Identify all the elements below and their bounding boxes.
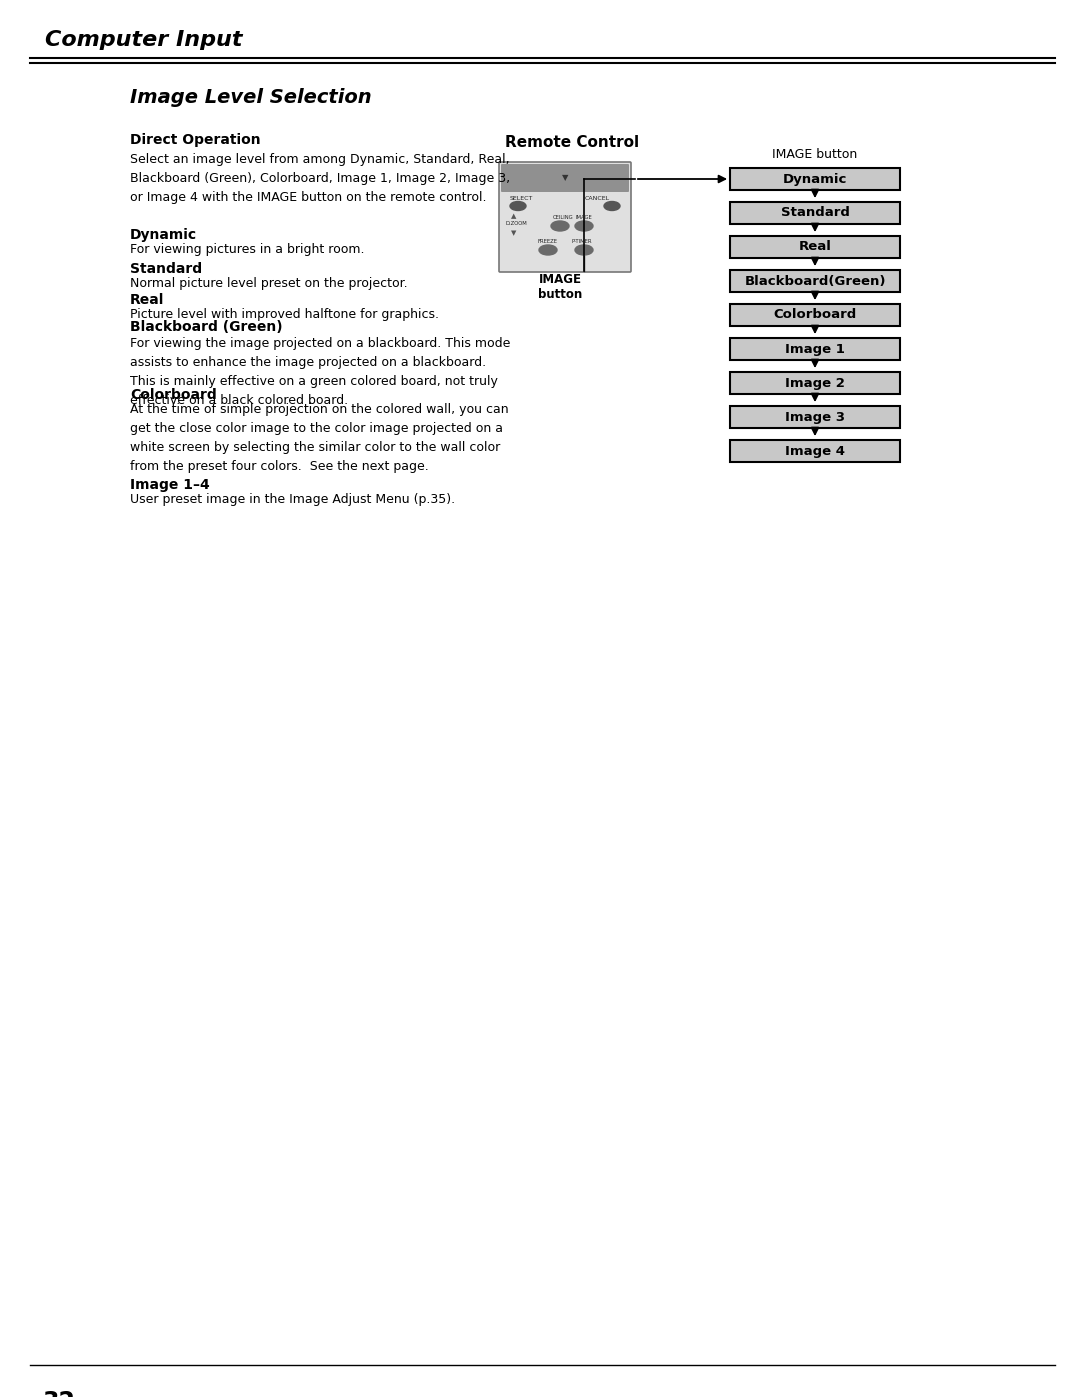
Text: P-TIMER: P-TIMER <box>571 239 592 244</box>
Text: IMAGE: IMAGE <box>576 215 593 219</box>
Ellipse shape <box>575 244 593 256</box>
FancyBboxPatch shape <box>730 338 900 360</box>
Text: Blackboard (Green): Blackboard (Green) <box>130 320 283 334</box>
Text: 32: 32 <box>42 1390 75 1397</box>
FancyBboxPatch shape <box>730 305 900 326</box>
Text: Picture level with improved halftone for graphics.: Picture level with improved halftone for… <box>130 307 438 321</box>
Text: Standard: Standard <box>130 263 202 277</box>
Ellipse shape <box>575 221 593 231</box>
FancyBboxPatch shape <box>730 270 900 292</box>
Text: Dynamic: Dynamic <box>130 228 198 242</box>
Text: Image 3: Image 3 <box>785 411 845 423</box>
Text: Real: Real <box>130 293 164 307</box>
Text: Remote Control: Remote Control <box>505 136 639 149</box>
FancyBboxPatch shape <box>499 162 631 272</box>
FancyBboxPatch shape <box>501 163 629 191</box>
Text: Select an image level from among Dynamic, Standard, Real,
Blackboard (Green), Co: Select an image level from among Dynamic… <box>130 154 510 204</box>
Text: IMAGE
button: IMAGE button <box>538 272 582 300</box>
Text: Direct Operation: Direct Operation <box>130 133 260 147</box>
Text: D.ZOOM: D.ZOOM <box>505 221 527 226</box>
Text: Blackboard(Green): Blackboard(Green) <box>744 274 886 288</box>
Text: Dynamic: Dynamic <box>783 172 847 186</box>
FancyBboxPatch shape <box>730 236 900 258</box>
Text: SELECT: SELECT <box>510 196 534 201</box>
Ellipse shape <box>539 244 557 256</box>
Text: Colorboard: Colorboard <box>130 388 217 402</box>
FancyBboxPatch shape <box>730 203 900 224</box>
Text: For viewing the image projected on a blackboard. This mode
assists to enhance th: For viewing the image projected on a bla… <box>130 337 511 407</box>
Text: At the time of simple projection on the colored wall, you can
get the close colo: At the time of simple projection on the … <box>130 402 509 474</box>
Text: CEILING: CEILING <box>553 215 573 219</box>
Text: Colorboard: Colorboard <box>773 309 856 321</box>
Text: Real: Real <box>798 240 832 253</box>
Text: ▼: ▼ <box>562 173 568 183</box>
Text: ▲: ▲ <box>511 212 516 219</box>
Text: Normal picture level preset on the projector.: Normal picture level preset on the proje… <box>130 277 407 291</box>
FancyBboxPatch shape <box>730 407 900 427</box>
FancyBboxPatch shape <box>730 168 900 190</box>
Text: CANCEL: CANCEL <box>585 196 610 201</box>
Ellipse shape <box>510 201 526 211</box>
FancyBboxPatch shape <box>730 440 900 462</box>
Text: For viewing pictures in a bright room.: For viewing pictures in a bright room. <box>130 243 365 256</box>
Text: Computer Input: Computer Input <box>45 29 243 50</box>
Text: Image 1–4: Image 1–4 <box>130 478 210 492</box>
Text: ▼: ▼ <box>511 231 516 236</box>
Text: Image 2: Image 2 <box>785 377 845 390</box>
Text: User preset image in the Image Adjust Menu (p.35).: User preset image in the Image Adjust Me… <box>130 493 455 506</box>
Text: Image 4: Image 4 <box>785 444 845 457</box>
Text: Image 1: Image 1 <box>785 342 845 355</box>
Ellipse shape <box>604 201 620 211</box>
Text: IMAGE button: IMAGE button <box>772 148 858 161</box>
Text: Image Level Selection: Image Level Selection <box>130 88 372 108</box>
Text: Standard: Standard <box>781 207 850 219</box>
Ellipse shape <box>551 221 569 231</box>
FancyBboxPatch shape <box>730 372 900 394</box>
Text: FREEZE: FREEZE <box>537 239 557 244</box>
